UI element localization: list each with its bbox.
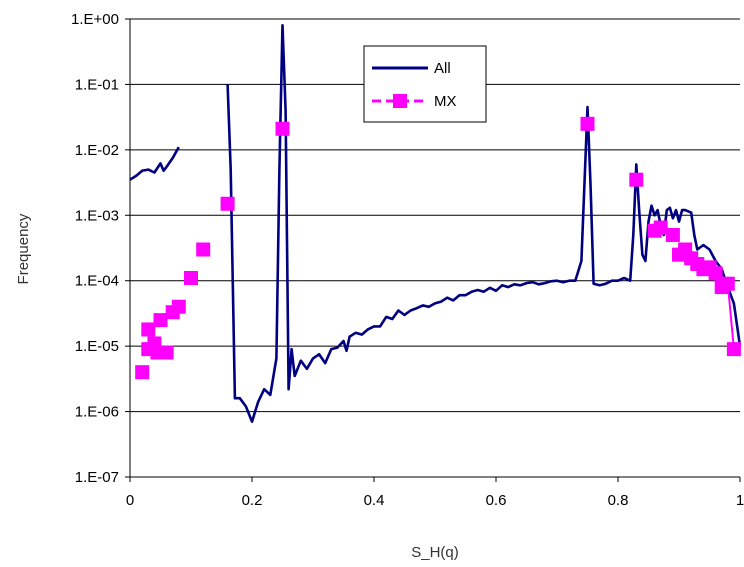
y-tick-label: 1.E-04 — [75, 273, 119, 290]
y-tick-label: 1.E-07 — [75, 469, 119, 486]
series-mx-marker — [653, 220, 668, 235]
tick-labels: 1.E+00 1.E-01 1.E-02 1.E-03 1.E-04 1.E-05 1.E-… — [71, 11, 744, 509]
x-tick-label: 0.8 — [608, 492, 629, 509]
series-mx-marker — [141, 322, 156, 337]
series-mx-marker — [665, 227, 680, 242]
y-tick-label: 1.E+00 — [71, 11, 119, 28]
x-tick-label: 0.2 — [242, 492, 263, 509]
series-mx-marker — [580, 116, 595, 131]
series-layer — [129, 23, 742, 424]
y-tick-label: 1.E-01 — [75, 76, 119, 93]
series-mx-marker — [159, 345, 174, 360]
x-tick-label: 0.6 — [486, 492, 507, 509]
legend-marker-mx — [393, 94, 407, 108]
y-tick-label: 1.E-02 — [75, 142, 119, 159]
series-mx-marker — [220, 196, 235, 211]
x-tick-label: 0 — [126, 492, 134, 509]
series-mx-marker — [171, 299, 186, 314]
x-axis-title: S_H(q) — [411, 544, 459, 561]
x-tick-label: 0.4 — [364, 492, 385, 509]
series-mx-marker — [135, 365, 150, 380]
series-mx-marker — [629, 172, 644, 187]
series-mx-marker — [153, 313, 168, 328]
series-mx-marker — [196, 242, 211, 257]
legend-box — [363, 45, 487, 123]
y-tick-label: 1.E-05 — [75, 338, 119, 355]
axes — [125, 18, 741, 482]
series-mx-marker — [275, 121, 290, 136]
legend-label-mx: MX — [434, 93, 457, 110]
series-all-line — [129, 146, 180, 181]
series-mx-marker — [708, 266, 723, 281]
series-mx-marker — [726, 342, 741, 357]
y-tick-label: 1.E-03 — [75, 207, 119, 224]
series-mx-marker — [184, 271, 198, 286]
y-axis-title: Frequency — [15, 213, 32, 284]
x-tick-label: 1 — [736, 492, 744, 509]
legend-label-all: All — [434, 60, 451, 77]
series-mx-marker — [720, 276, 735, 291]
legend: All MX — [363, 45, 487, 123]
y-tick-label: 1.E-06 — [75, 404, 119, 421]
